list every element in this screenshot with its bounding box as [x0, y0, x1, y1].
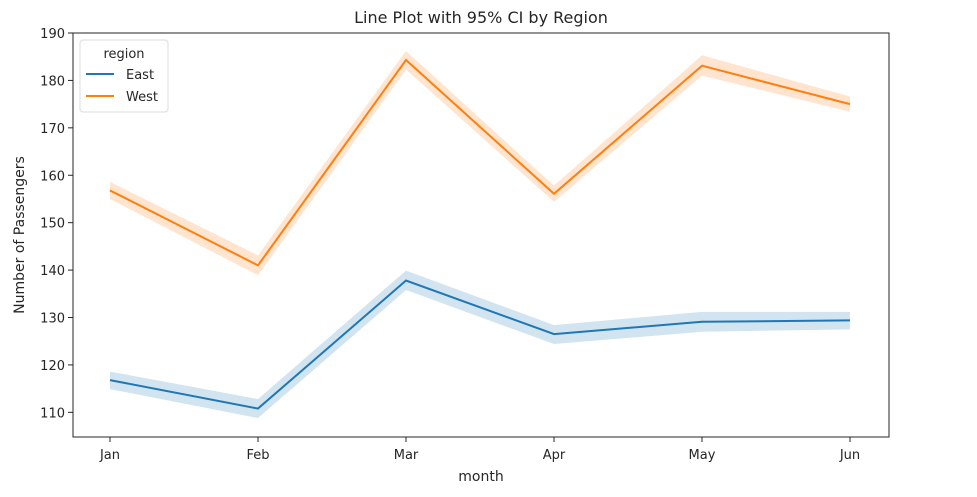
y-tick-label: 190 [40, 27, 65, 42]
chart-title: Line Plot with 95% CI by Region [354, 8, 608, 27]
x-tick-label: Jun [839, 448, 860, 463]
x-tick-label: Mar [394, 448, 419, 463]
x-tick-label: Feb [246, 448, 269, 463]
legend-label: West [126, 90, 158, 105]
ci-band-east [110, 271, 850, 418]
legend-title: region [103, 47, 144, 62]
y-tick-label: 160 [40, 169, 65, 184]
series-line-west [110, 60, 850, 265]
legend-label: East [126, 68, 154, 83]
x-axis-label: month [458, 469, 503, 485]
y-tick-label: 170 [40, 122, 65, 137]
x-tick-label: Apr [543, 448, 566, 463]
legend: region East West [80, 40, 168, 112]
y-axis-label: Number of Passengers [12, 156, 28, 314]
y-tick-label: 110 [40, 406, 65, 421]
y-tick-label: 180 [40, 74, 65, 89]
x-tick-label: Jan [99, 448, 120, 463]
y-tick-label: 130 [40, 312, 65, 327]
ci-band-west [110, 51, 850, 275]
y-tick-label: 150 [40, 217, 65, 232]
y-tick-label: 140 [40, 264, 65, 279]
x-tick-label: May [689, 448, 716, 463]
y-tick-label: 120 [40, 359, 65, 374]
